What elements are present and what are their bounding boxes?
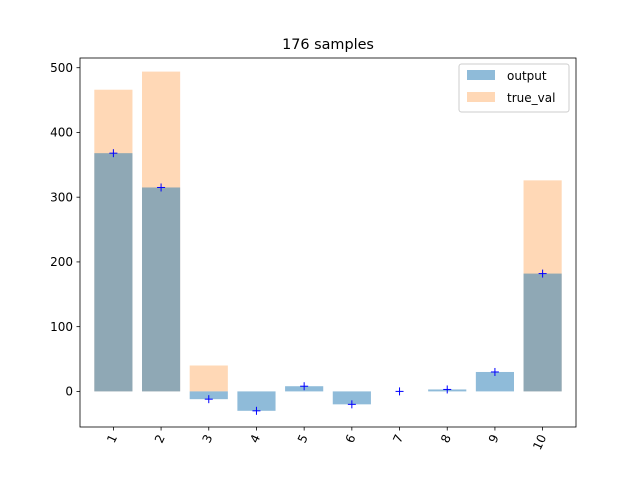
output-bar-2	[142, 187, 181, 392]
legend-label-output: output	[507, 69, 547, 83]
marker-10	[538, 269, 547, 278]
y-tick-label-100: 100	[50, 320, 73, 334]
legend-swatch-true-val	[467, 92, 495, 102]
output-bar-1	[94, 153, 133, 392]
marker-6	[347, 400, 356, 409]
y-tick-label-400: 400	[50, 126, 73, 140]
y-axis: 0 100 200 300 400 500	[50, 61, 80, 399]
chart-title: 176 samples	[282, 37, 374, 53]
output-markers	[109, 149, 547, 415]
output-bar-6	[332, 391, 371, 405]
marker-3	[204, 395, 213, 404]
output-bars	[94, 153, 562, 411]
legend-swatch-output	[467, 70, 495, 80]
output-bar-4	[237, 391, 276, 411]
output-bar-9	[475, 371, 514, 392]
marker-7	[395, 387, 404, 396]
marker-5	[300, 382, 309, 391]
y-tick-label-300: 300	[50, 190, 73, 204]
y-tick-label-0: 0	[65, 385, 73, 399]
y-tick-label-500: 500	[50, 61, 73, 75]
y-tick-label-200: 200	[50, 255, 73, 269]
marker-1	[109, 149, 118, 158]
true-val-bar-3	[189, 365, 228, 392]
legend-label-true-val: true_val	[507, 91, 555, 105]
legend: output true_val	[458, 63, 570, 113]
output-bar-10	[523, 273, 562, 392]
marker-8	[443, 385, 452, 394]
x-tick-label-10: 10	[530, 432, 549, 452]
plot-frame	[79, 57, 577, 428]
marker-9	[490, 367, 499, 376]
marker-4	[252, 406, 261, 415]
marker-2	[157, 183, 166, 192]
